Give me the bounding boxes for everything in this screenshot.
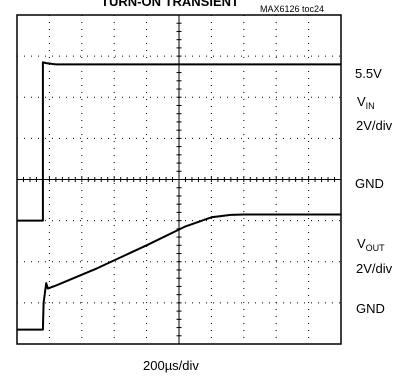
time-scale-label: 200µs/div	[143, 358, 199, 373]
trace-vin	[17, 61, 341, 222]
gnd-bottom-label: GND	[356, 301, 385, 316]
chart-title: TURN-ON TRANSIENT	[101, 0, 239, 9]
figure-id: MAX6126 toc24	[260, 4, 325, 14]
vin-level-label: 5.5V	[355, 66, 382, 81]
gnd-top-label: GND	[355, 176, 384, 191]
vin-scale-label: 2V/div	[356, 118, 393, 133]
vin-channel-label: VIN	[357, 94, 375, 111]
vout-channel-label: VOUT	[357, 236, 385, 253]
trace-vout	[17, 213, 341, 331]
vout-scale-label: 2V/div	[356, 261, 393, 276]
